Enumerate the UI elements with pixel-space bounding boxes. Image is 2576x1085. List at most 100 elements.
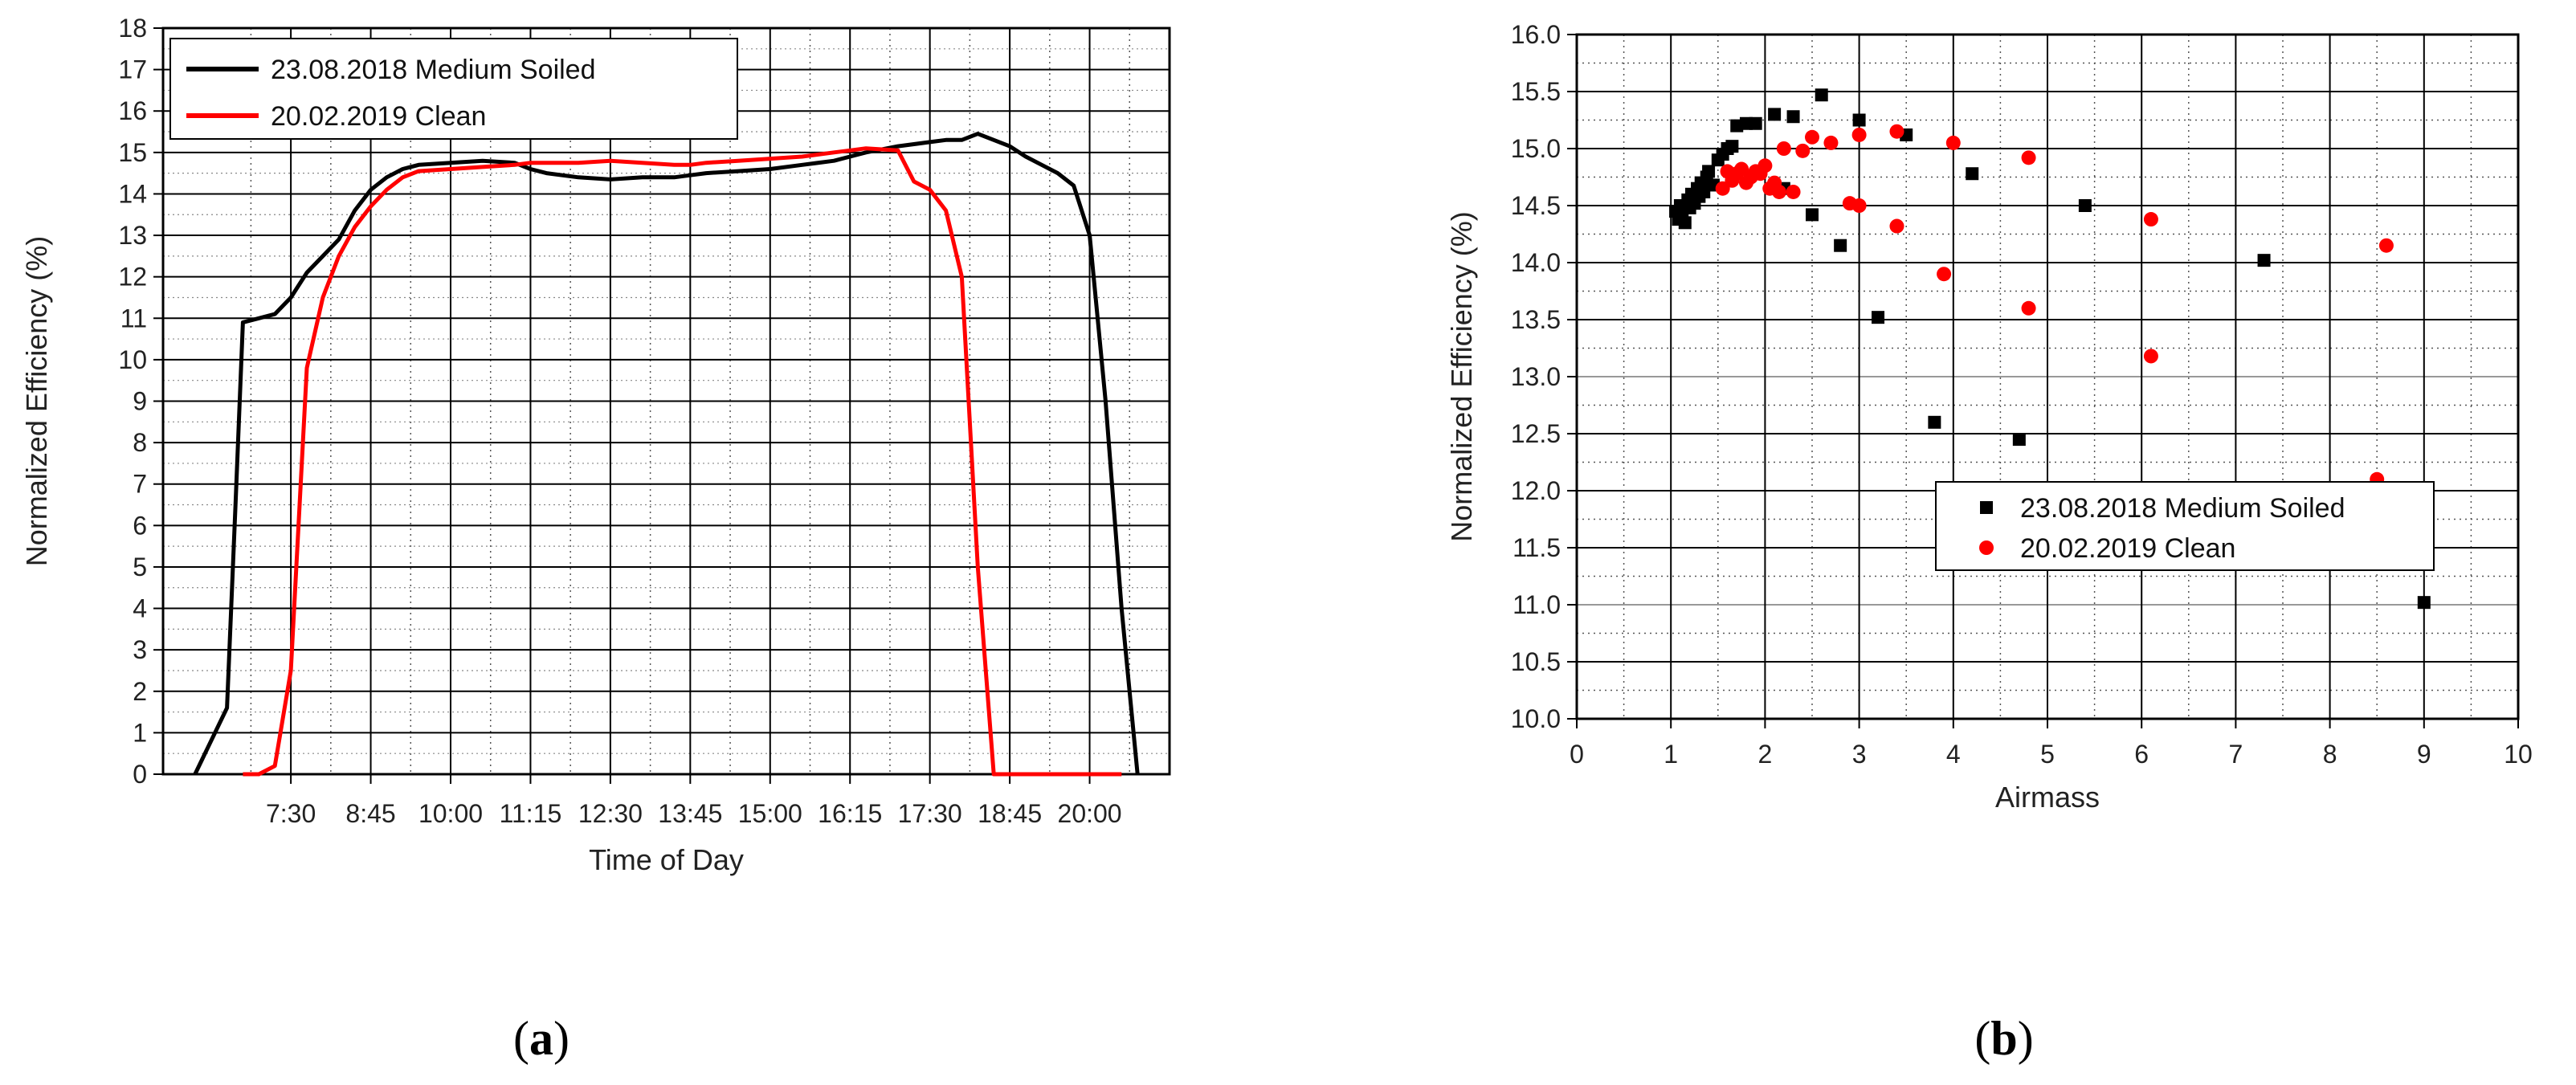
y-tick-label: 2 <box>133 677 147 706</box>
scatter-point-2 <box>1805 129 1819 145</box>
x-tick-label: 2 <box>1758 740 1773 769</box>
y-tick-label: 17 <box>118 55 147 84</box>
y-tick-label: 15.5 <box>1511 77 1561 106</box>
y-tick-label: 11 <box>120 304 147 332</box>
scatter-point-1 <box>1702 165 1716 178</box>
legend-b <box>1935 481 2435 571</box>
scatter-point-1 <box>1678 216 1692 230</box>
scatter-point-2 <box>2021 150 2036 165</box>
scatter-point-1 <box>2078 199 2092 212</box>
y-tick-label: 13 <box>118 221 147 250</box>
series-line-1 <box>193 132 1140 776</box>
x-axis-title-a: Time of Day <box>589 843 744 876</box>
scatter-point-1 <box>1852 113 1866 127</box>
y-tick-label: 18 <box>118 14 147 43</box>
scatter-point-1 <box>2012 433 2026 447</box>
y-tick-label: 10 <box>118 345 147 374</box>
legend-label-b-1: 23.08.2018 Medium Soiled <box>2020 493 2345 524</box>
y-axis-title-a: Normalized Efficiency (%) <box>20 236 53 566</box>
legend-marker-b-2 <box>1979 540 1994 555</box>
y-tick-label: 3 <box>133 635 147 664</box>
y-tick-label: 13.5 <box>1511 305 1561 334</box>
x-tick-label: 7 <box>2229 740 2243 769</box>
x-tick-label: 16:15 <box>818 799 882 828</box>
y-tick-label: 14 <box>118 179 147 208</box>
y-tick-label: 12.5 <box>1511 419 1561 448</box>
scatter-point-1 <box>1872 311 1885 324</box>
y-tick-label: 11.5 <box>1513 533 1561 562</box>
axes-frame-b <box>1575 33 2520 720</box>
x-tick-label: 10:00 <box>418 799 483 828</box>
y-tick-label: 1 <box>133 718 147 747</box>
series-line-2 <box>243 146 1122 777</box>
scatter-point-2 <box>1734 161 1749 177</box>
y-tick-label: 8 <box>133 428 147 457</box>
y-tick-label: 11.0 <box>1513 590 1561 619</box>
scatter-point-2 <box>1889 124 1904 139</box>
panel-b-scatter-chart: 10.0 10.5 11.0 11.5 12.0 12.5 13.0 13.5 14.0 14.5… <box>1445 20 2533 814</box>
x-tick-label: 17:30 <box>898 799 962 828</box>
scatter-point-2 <box>2378 238 2394 253</box>
scatter-point-1 <box>1768 108 1782 121</box>
x-tick-label: 18:45 <box>978 799 1042 828</box>
scatter-point-1 <box>1786 110 1800 124</box>
scatter-point-2 <box>1771 184 1786 199</box>
x-axis-title-b: Airmass <box>1995 781 2100 814</box>
x-tick-label: 13:45 <box>658 799 722 828</box>
scatter-point-2 <box>1823 135 1839 150</box>
scatter-point-2 <box>1945 135 1961 150</box>
legend-a <box>169 38 738 140</box>
y-tick-label: 15 <box>118 138 147 167</box>
scatter-point-1 <box>2417 596 2431 610</box>
x-tick-label: 10 <box>2504 740 2533 769</box>
scatter-point-2 <box>2021 300 2036 316</box>
y-tick-label: 16 <box>118 96 147 125</box>
x-tick-label: 7:30 <box>266 799 316 828</box>
x-tick-label: 9 <box>2417 740 2431 769</box>
scatter-point-2 <box>1715 181 1730 196</box>
x-tick-label: 0 <box>1570 740 1584 769</box>
scatter-point-2 <box>2143 349 2158 364</box>
scatter-point-2 <box>1795 143 1811 158</box>
x-tick-label: 8 <box>2323 740 2337 769</box>
y-tick-label: 12.0 <box>1511 476 1561 505</box>
y-tick-label: 12 <box>118 263 147 292</box>
scatter-point-2 <box>2143 212 2158 227</box>
x-tick-label: 5 <box>2040 740 2055 769</box>
y-tick-label: 14.0 <box>1511 248 1561 277</box>
x-tick-label: 6 <box>2134 740 2149 769</box>
axes-frame-a <box>161 27 1171 776</box>
legend-marker-b-1 <box>1980 501 1993 514</box>
y-tick-label: 0 <box>133 760 147 789</box>
scatter-point-2 <box>1786 184 1801 199</box>
scatter-point-1 <box>1966 167 1979 181</box>
y-tick-label: 10.5 <box>1511 647 1561 676</box>
y-tick-label: 16.0 <box>1511 20 1561 49</box>
y-tick-label: 4 <box>133 594 147 623</box>
y-tick-label: 13.0 <box>1511 362 1561 391</box>
scatter-point-2 <box>1851 127 1867 142</box>
scatter-point-1 <box>1815 88 1828 102</box>
scatter-point-2 <box>1851 198 1867 213</box>
scatter-point-2 <box>1757 158 1773 173</box>
scatter-point-2 <box>1776 141 1791 156</box>
x-tick-label: 11:15 <box>500 799 562 828</box>
x-tick-label: 3 <box>1852 740 1867 769</box>
scatter-point-1 <box>1834 239 1847 252</box>
panel-label-b: (b) <box>1974 1012 2033 1065</box>
x-tick-label: 15:00 <box>738 799 802 828</box>
x-tick-label: 4 <box>1946 740 1961 769</box>
y-tick-label: 6 <box>133 511 147 540</box>
scatter-point-2 <box>1889 218 1904 234</box>
x-tick-label: 12:30 <box>578 799 643 828</box>
x-tick-label: 20:00 <box>1058 799 1122 828</box>
legend-label-b-2: 20.02.2019 Clean <box>2020 533 2235 564</box>
legend-label-a-1: 23.08.2018 Medium Soiled <box>271 55 596 85</box>
scatter-point-1 <box>1928 415 1941 429</box>
y-tick-label: 9 <box>133 387 147 416</box>
scatter-point-1 <box>1749 116 1762 130</box>
x-tick-label: 1 <box>1664 740 1678 769</box>
y-axis-title-b: Normalized Efficiency (%) <box>1445 211 1478 541</box>
